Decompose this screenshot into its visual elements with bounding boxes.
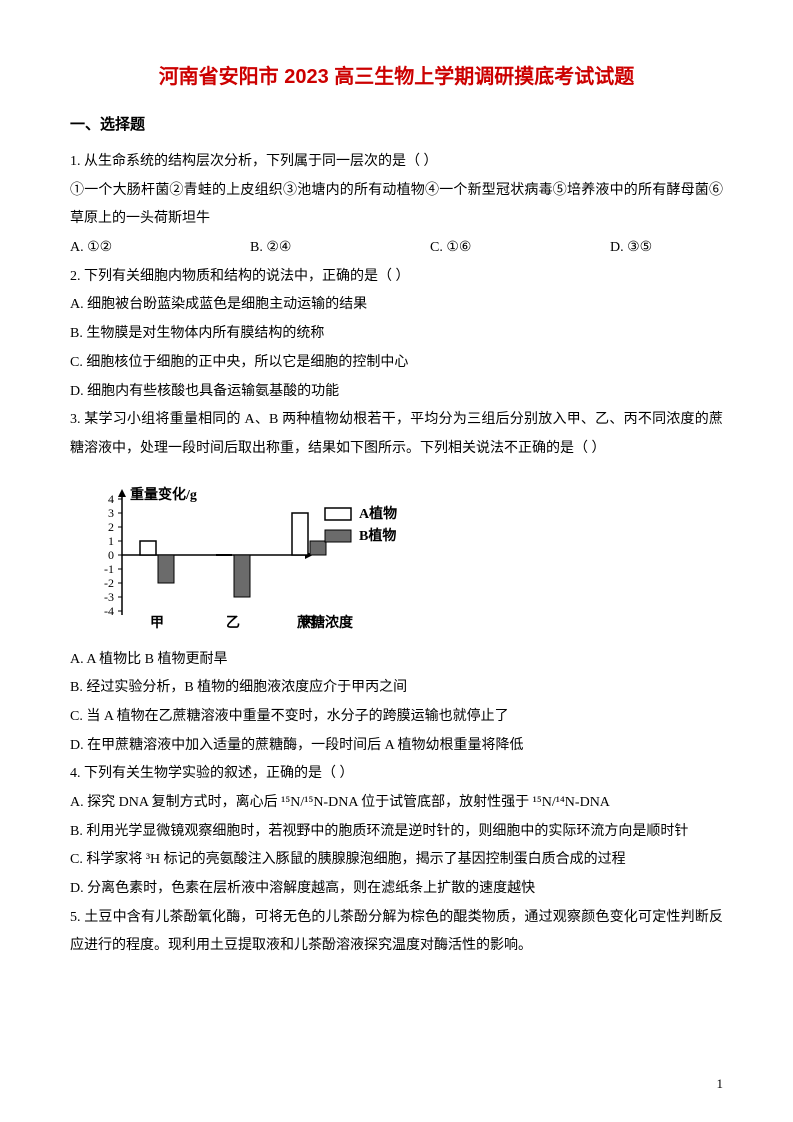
q3-stem: 3. 某学习小组将重量相同的 A、B 两种植物幼根若干，平均分为三组后分别放入甲… — [70, 406, 723, 463]
q2-opt-d: D. 细胞内有些核酸也具备运输氨基酸的功能 — [70, 378, 723, 407]
q2-opt-c: C. 细胞核位于细胞的正中央，所以它是细胞的控制中心 — [70, 349, 723, 378]
svg-text:2: 2 — [108, 520, 114, 534]
q5-stem: 5. 土豆中含有儿茶酚氧化酶，可将无色的儿茶酚分解为棕色的醌类物质，通过观察颜色… — [70, 904, 723, 961]
q4-opt-d: D. 分离色素时，色素在层析液中溶解度越高，则在滤纸条上扩散的速度越快 — [70, 875, 723, 904]
q2-opt-a: A. 细胞被台盼蓝染成蓝色是细胞主动运输的结果 — [70, 291, 723, 320]
q1-opt-d: D. ③⑤ — [610, 234, 723, 263]
q3-opt-a: A. A 植物比 B 植物更耐旱 — [70, 646, 723, 675]
q3-opt-b: B. 经过实验分析，B 植物的细胞液浓度应介于甲丙之间 — [70, 674, 723, 703]
section-heading: 一、选择题 — [70, 113, 723, 134]
svg-text:1: 1 — [108, 534, 114, 548]
svg-text:-2: -2 — [104, 576, 114, 590]
bar-chart: -4-3-2-101234重量变化/g甲乙丙蔗糖浓度A植物B植物 — [80, 470, 420, 640]
q1-stem: 1. 从生命系统的结构层次分析，下列属于同一层次的是（ ） — [70, 148, 723, 177]
svg-text:重量变化/g: 重量变化/g — [130, 486, 197, 503]
q1-items: ①一个大肠杆菌②青蛙的上皮组织③池塘内的所有动植物④一个新型冠状病毒⑤培养液中的… — [70, 177, 723, 234]
svg-text:-1: -1 — [104, 562, 114, 576]
page-number: 1 — [717, 1076, 724, 1092]
svg-text:0: 0 — [108, 548, 114, 562]
q3-opt-c: C. 当 A 植物在乙蔗糖溶液中重量不变时，水分子的跨膜运输也就停止了 — [70, 703, 723, 732]
q2-opt-b: B. 生物膜是对生物体内所有膜结构的统称 — [70, 320, 723, 349]
svg-text:甲: 甲 — [150, 615, 164, 631]
q4-opt-c: C. 科学家将 ³H 标记的亮氨酸注入豚鼠的胰腺腺泡细胞，揭示了基因控制蛋白质合… — [70, 846, 723, 875]
q4-opt-a: A. 探究 DNA 复制方式时，离心后 ¹⁵N/¹⁵N-DNA 位于试管底部，放… — [70, 789, 723, 818]
svg-text:3: 3 — [108, 506, 114, 520]
svg-text:-3: -3 — [104, 590, 114, 604]
svg-text:A植物: A植物 — [359, 505, 397, 522]
svg-text:4: 4 — [108, 492, 114, 506]
q3-opt-d: D. 在甲蔗糖溶液中加入适量的蔗糖酶，一段时间后 A 植物幼根重量将降低 — [70, 732, 723, 761]
svg-text:-4: -4 — [104, 604, 114, 618]
q1-options: A. ①② B. ②④ C. ①⑥ D. ③⑤ — [70, 234, 723, 263]
exam-title: 河南省安阳市 2023 高三生物上学期调研摸底考试试题 — [70, 60, 723, 89]
q4-stem: 4. 下列有关生物学实验的叙述，正确的是（ ） — [70, 760, 723, 789]
q4-opt-b: B. 利用光学显微镜观察细胞时，若视野中的胞质环流是逆时针的，则细胞中的实际环流… — [70, 818, 723, 847]
q1-opt-b: B. ②④ — [250, 234, 430, 263]
svg-text:B植物: B植物 — [359, 527, 396, 544]
q1-opt-a: A. ①② — [70, 234, 250, 263]
svg-text:乙: 乙 — [226, 615, 240, 631]
q1-opt-c: C. ①⑥ — [430, 234, 610, 263]
q2-stem: 2. 下列有关细胞内物质和结构的说法中，正确的是（ ） — [70, 263, 723, 292]
svg-text:蔗糖浓度: 蔗糖浓度 — [296, 614, 354, 631]
